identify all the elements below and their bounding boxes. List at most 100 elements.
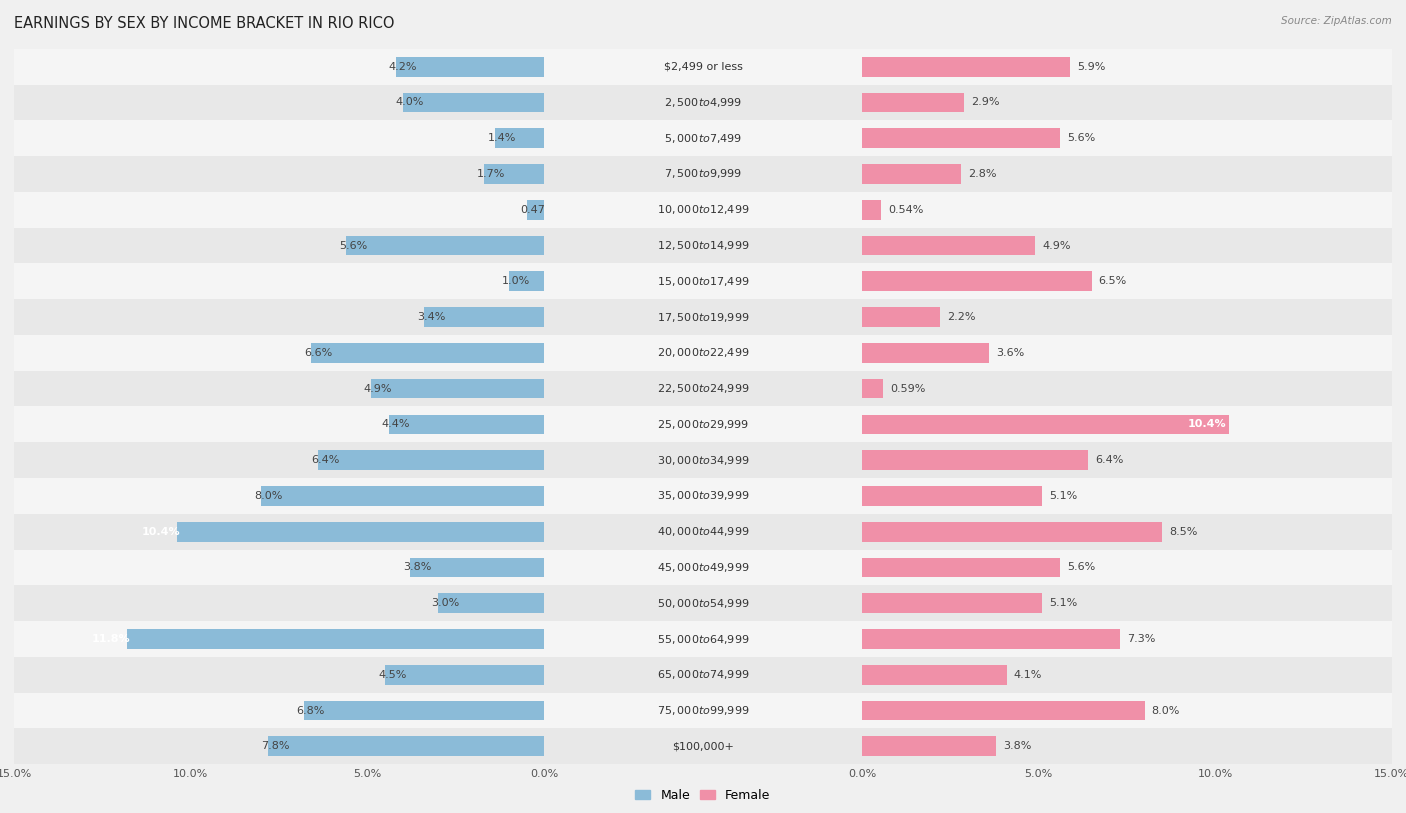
Text: $2,499 or less: $2,499 or less bbox=[664, 62, 742, 72]
Bar bbox=[0, 621, 1406, 657]
Bar bbox=[862, 343, 990, 363]
Bar bbox=[0, 621, 1406, 657]
Text: 7.3%: 7.3% bbox=[1128, 634, 1156, 644]
Text: 5.1%: 5.1% bbox=[1049, 598, 1077, 608]
Bar bbox=[0, 263, 1406, 299]
Bar bbox=[262, 486, 544, 506]
Bar bbox=[0, 85, 1406, 120]
Text: $5,000 to $7,499: $5,000 to $7,499 bbox=[664, 132, 742, 145]
Text: 3.8%: 3.8% bbox=[402, 563, 432, 572]
Bar bbox=[509, 272, 544, 291]
Bar bbox=[862, 128, 1060, 148]
Text: 4.9%: 4.9% bbox=[1042, 241, 1071, 250]
Text: $15,000 to $17,499: $15,000 to $17,499 bbox=[657, 275, 749, 288]
Bar bbox=[0, 192, 1406, 228]
Bar bbox=[177, 522, 544, 541]
Bar bbox=[862, 701, 1144, 720]
Bar bbox=[0, 156, 1406, 192]
Text: 10.4%: 10.4% bbox=[1187, 420, 1226, 429]
Text: $30,000 to $34,999: $30,000 to $34,999 bbox=[657, 454, 749, 467]
Bar bbox=[0, 120, 1406, 156]
Text: $45,000 to $49,999: $45,000 to $49,999 bbox=[657, 561, 749, 574]
Bar bbox=[0, 156, 1406, 192]
Bar bbox=[385, 665, 544, 685]
Text: 8.5%: 8.5% bbox=[1170, 527, 1198, 537]
Bar bbox=[0, 514, 1406, 550]
Text: 2.2%: 2.2% bbox=[946, 312, 976, 322]
Bar bbox=[0, 120, 1406, 156]
Text: 10.4%: 10.4% bbox=[142, 527, 180, 537]
Bar bbox=[371, 379, 544, 398]
Text: 6.4%: 6.4% bbox=[311, 455, 339, 465]
Text: $20,000 to $22,499: $20,000 to $22,499 bbox=[657, 346, 749, 359]
Bar bbox=[862, 307, 939, 327]
Bar bbox=[862, 450, 1088, 470]
Bar bbox=[0, 657, 1406, 693]
Text: 0.59%: 0.59% bbox=[890, 384, 925, 393]
Bar bbox=[0, 120, 1406, 156]
Text: $7,500 to $9,999: $7,500 to $9,999 bbox=[664, 167, 742, 180]
Bar bbox=[862, 272, 1091, 291]
Bar bbox=[0, 263, 1406, 299]
Text: 5.6%: 5.6% bbox=[1067, 563, 1095, 572]
Bar bbox=[0, 478, 1406, 514]
Bar bbox=[0, 585, 1406, 621]
Bar bbox=[0, 228, 1406, 263]
Bar bbox=[0, 156, 1406, 192]
Text: 2.9%: 2.9% bbox=[972, 98, 1000, 107]
Bar bbox=[0, 49, 1406, 85]
Bar bbox=[0, 514, 1406, 550]
Bar bbox=[0, 335, 1406, 371]
Bar bbox=[0, 442, 1406, 478]
Bar bbox=[0, 693, 1406, 728]
Text: 6.5%: 6.5% bbox=[1098, 276, 1128, 286]
Bar bbox=[402, 93, 544, 112]
Text: 0.47%: 0.47% bbox=[520, 205, 555, 215]
Bar bbox=[0, 442, 1406, 478]
Text: 8.0%: 8.0% bbox=[254, 491, 283, 501]
Bar bbox=[439, 593, 544, 613]
Bar bbox=[0, 85, 1406, 120]
Bar bbox=[0, 371, 1406, 406]
Text: Source: ZipAtlas.com: Source: ZipAtlas.com bbox=[1281, 16, 1392, 26]
Text: $22,500 to $24,999: $22,500 to $24,999 bbox=[657, 382, 749, 395]
Bar bbox=[0, 371, 1406, 406]
Bar bbox=[0, 192, 1406, 228]
Bar bbox=[0, 728, 1406, 764]
Text: 3.8%: 3.8% bbox=[1004, 741, 1032, 751]
Bar bbox=[862, 629, 1121, 649]
Bar bbox=[0, 621, 1406, 657]
Bar bbox=[862, 558, 1060, 577]
Text: 2.8%: 2.8% bbox=[967, 169, 997, 179]
Bar bbox=[862, 737, 997, 756]
Bar bbox=[0, 335, 1406, 371]
Bar bbox=[0, 728, 1406, 764]
Text: 5.1%: 5.1% bbox=[1049, 491, 1077, 501]
Bar bbox=[409, 558, 544, 577]
Bar bbox=[0, 550, 1406, 585]
Bar bbox=[862, 379, 883, 398]
Bar bbox=[0, 585, 1406, 621]
Text: 4.9%: 4.9% bbox=[364, 384, 392, 393]
Text: 5.6%: 5.6% bbox=[1067, 133, 1095, 143]
Bar bbox=[0, 371, 1406, 406]
Legend: Male, Female: Male, Female bbox=[630, 784, 776, 806]
Text: $25,000 to $29,999: $25,000 to $29,999 bbox=[657, 418, 749, 431]
Text: $65,000 to $74,999: $65,000 to $74,999 bbox=[657, 668, 749, 681]
Bar bbox=[0, 693, 1406, 728]
Bar bbox=[862, 522, 1163, 541]
Bar bbox=[862, 236, 1035, 255]
Bar bbox=[862, 200, 882, 220]
Bar bbox=[395, 57, 544, 76]
Text: $12,500 to $14,999: $12,500 to $14,999 bbox=[657, 239, 749, 252]
Text: EARNINGS BY SEX BY INCOME BRACKET IN RIO RICO: EARNINGS BY SEX BY INCOME BRACKET IN RIO… bbox=[14, 16, 395, 31]
Text: 4.5%: 4.5% bbox=[378, 670, 406, 680]
Bar bbox=[862, 593, 1042, 613]
Bar bbox=[862, 57, 1070, 76]
Text: $2,500 to $4,999: $2,500 to $4,999 bbox=[664, 96, 742, 109]
Text: 6.8%: 6.8% bbox=[297, 706, 325, 715]
Text: 8.0%: 8.0% bbox=[1152, 706, 1180, 715]
Text: $75,000 to $99,999: $75,000 to $99,999 bbox=[657, 704, 749, 717]
Text: 7.8%: 7.8% bbox=[262, 741, 290, 751]
Bar bbox=[388, 415, 544, 434]
